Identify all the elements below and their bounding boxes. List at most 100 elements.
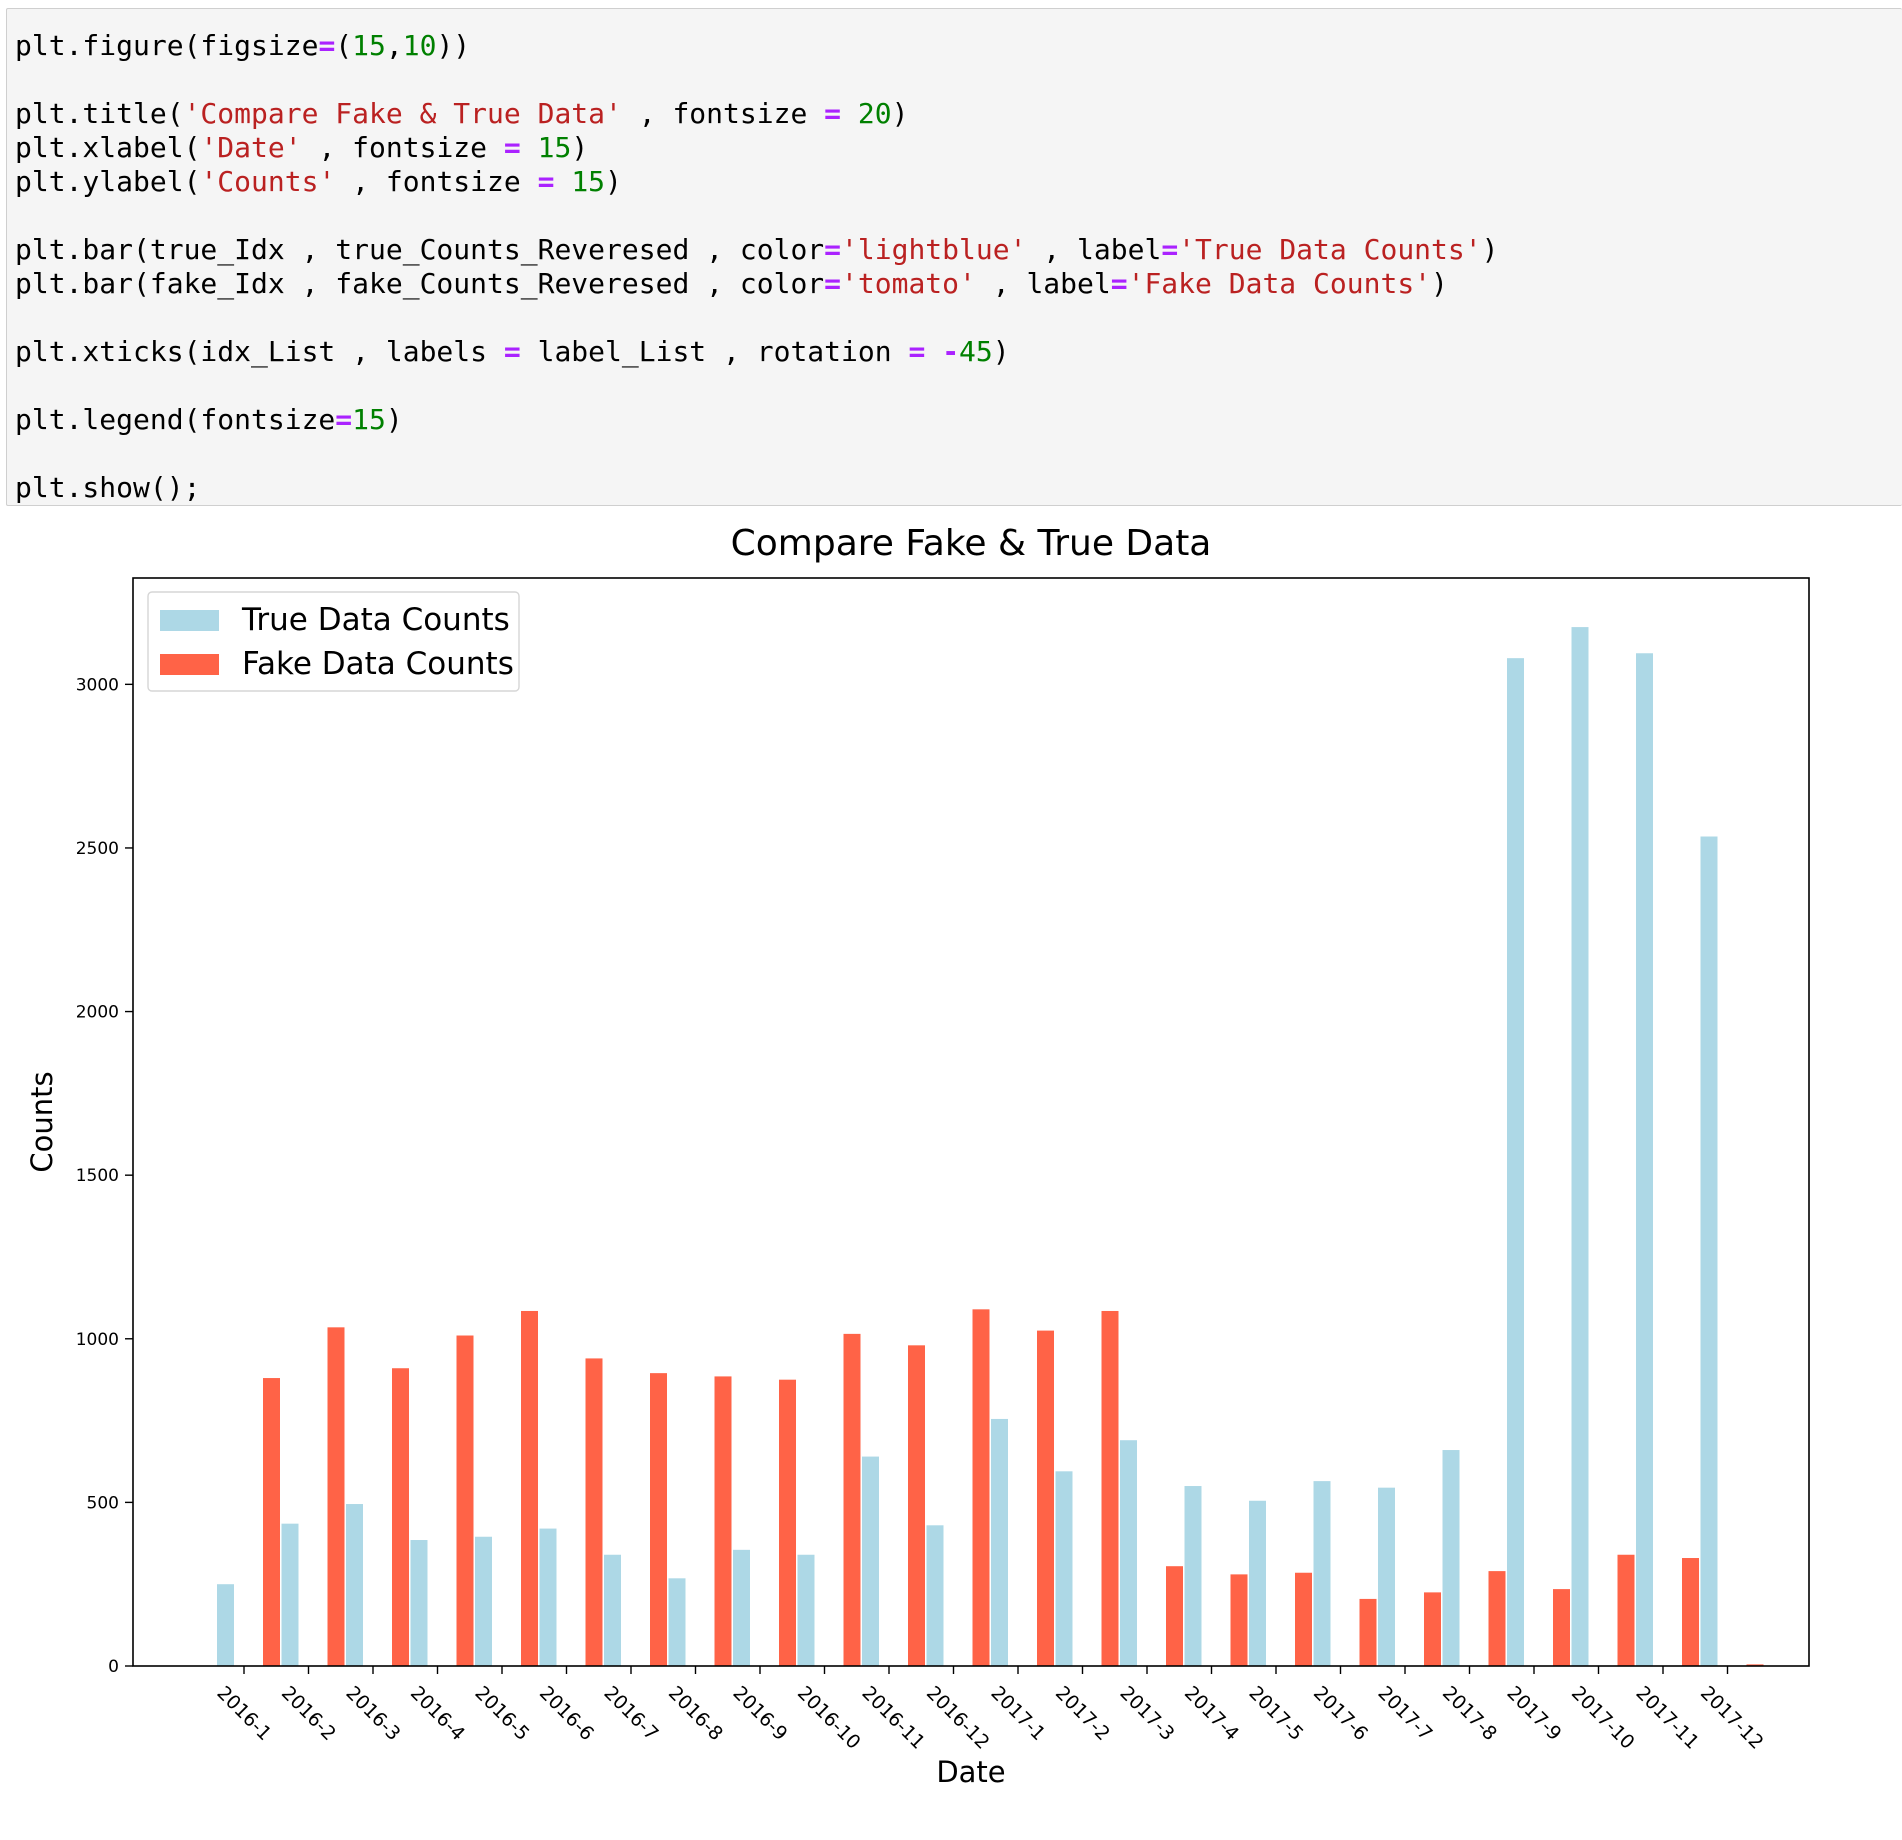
code-token: plt.xlabel( — [15, 131, 201, 164]
bar-true-2016-12 — [926, 1525, 944, 1666]
code-token: 10 — [402, 29, 437, 62]
code-token: ) — [571, 131, 589, 164]
bar-fake-2016-6 — [585, 1358, 603, 1666]
bar-fake-2016-3 — [392, 1368, 409, 1666]
bar-fake-2017-9 — [1553, 1589, 1570, 1666]
code-token — [841, 97, 858, 130]
code-token: = — [503, 335, 521, 368]
bar-fake-2017-12 — [1746, 1664, 1764, 1666]
code-token: plt.bar(true_Idx , true_Counts_Reveresed… — [15, 233, 825, 266]
bar-fake-2016-9 — [779, 1379, 796, 1666]
bar-true-2017-9 — [1507, 658, 1524, 1666]
legend-label-1: Fake Data Counts — [242, 646, 514, 682]
bar-fake-2016-8 — [714, 1376, 732, 1666]
code-token: , — [385, 29, 403, 62]
x-tick-label-2016-6: 2016-6 — [535, 1682, 598, 1745]
plot-frame — [132, 577, 1810, 1667]
code-token: ) — [992, 335, 1010, 368]
bar-true-2016-10 — [797, 1554, 815, 1666]
code-token: 'Compare Fake & True Data' — [183, 97, 622, 130]
code-token: , label — [1026, 233, 1162, 266]
x-tick-label-2017-9: 2017-9 — [1502, 1682, 1565, 1745]
x-tick-label-2017-3: 2017-3 — [1115, 1682, 1178, 1745]
x-tick-label-2017-7: 2017-7 — [1373, 1682, 1436, 1745]
bar-true-2017-8 — [1442, 1450, 1460, 1666]
bar-true-2017-11 — [1636, 653, 1653, 1666]
bar-fake-2017-2 — [1101, 1310, 1119, 1666]
bar-true-2016-6 — [539, 1528, 557, 1666]
code-token: plt.show(); — [15, 471, 201, 504]
chart-title: Compare Fake & True Data — [731, 523, 1212, 564]
bar-true-2017-7 — [1378, 1487, 1395, 1666]
bar-fake-2017-5 — [1295, 1572, 1312, 1666]
code-block[interactable]: plt.figure(figsize=(15,10)) plt.title('Co… — [15, 29, 1498, 505]
x-tick-label-2017-12: 2017-12 — [1696, 1682, 1768, 1754]
y-tick-label-2500: 2500 — [76, 839, 119, 859]
code-token: = — [503, 131, 521, 164]
bar-fake-2017-3 — [1166, 1566, 1183, 1666]
code-token: = — [908, 335, 926, 368]
bar-true-2017-12 — [1700, 836, 1718, 1666]
code-token: 'True Data Counts' — [1178, 233, 1482, 266]
bar-fake-2017-4 — [1230, 1574, 1248, 1666]
code-line: plt.figure(figsize=(15,10)) — [15, 29, 1498, 63]
y-tick-label-1000: 1000 — [76, 1330, 119, 1350]
x-axis-label: Date — [936, 1755, 1005, 1789]
bar-fake-2017-11 — [1682, 1558, 1699, 1666]
code-token — [521, 131, 538, 164]
code-token: 20 — [857, 97, 892, 130]
code-token: , label — [975, 267, 1111, 300]
code-line: plt.xlabel('Date' , fontsize = 15) — [15, 131, 1498, 165]
code-cell[interactable]: plt.figure(figsize=(15,10)) plt.title('Co… — [6, 8, 1902, 506]
code-token: 'tomato' — [841, 267, 976, 300]
code-token: 'Fake Data Counts' — [1127, 267, 1432, 300]
code-line: plt.show(); — [15, 471, 1498, 505]
bar-fake-2016-11 — [908, 1345, 925, 1666]
bar-true-2016-11 — [862, 1456, 879, 1666]
code-token — [554, 165, 571, 198]
legend-label-0: True Data Counts — [241, 602, 510, 638]
bar-fake-2017-8 — [1488, 1571, 1506, 1666]
y-tick-label-2000: 2000 — [76, 1003, 119, 1023]
bar-true-2016-3 — [346, 1504, 363, 1666]
x-tick-label-2017-8: 2017-8 — [1438, 1682, 1501, 1745]
bar-fake-2016-10 — [843, 1333, 861, 1666]
code-token: 'lightblue' — [841, 233, 1027, 266]
x-tick-label-2016-11: 2016-11 — [857, 1682, 929, 1754]
code-token: , fontsize — [301, 131, 504, 164]
x-tick-label-2016-12: 2016-12 — [922, 1682, 994, 1754]
code-token: = — [1110, 267, 1128, 300]
x-tick-label-2016-5: 2016-5 — [470, 1682, 533, 1745]
bar-fake-2017-6 — [1359, 1598, 1377, 1666]
x-tick-label-2016-7: 2016-7 — [599, 1682, 662, 1745]
code-token: = — [335, 403, 353, 436]
code-token: plt.legend(fontsize — [15, 403, 336, 436]
x-tick-label-2017-2: 2017-2 — [1051, 1682, 1114, 1745]
bar-true-2017-3 — [1120, 1440, 1137, 1666]
bar-fake-2017-10 — [1617, 1554, 1635, 1666]
code-token: ( — [335, 29, 353, 62]
code-token: - — [942, 335, 960, 368]
code-token: ) — [891, 97, 909, 130]
code-token: )) — [436, 29, 471, 62]
y-tick-label-0: 0 — [108, 1657, 119, 1677]
code-token: 'Date' — [200, 131, 302, 164]
code-line — [15, 369, 1498, 403]
code-token: 15 — [571, 165, 606, 198]
bar-fake-2016-5 — [521, 1310, 538, 1666]
x-tick-label-2017-5: 2017-5 — [1244, 1682, 1307, 1745]
y-tick-label-1500: 1500 — [76, 1166, 119, 1186]
y-axis-label: Counts — [25, 1071, 59, 1172]
bar-fake-2016-2 — [327, 1327, 345, 1666]
code-line: plt.legend(fontsize=15) — [15, 403, 1498, 437]
code-line — [15, 437, 1498, 471]
bar-fake-2017-1 — [1037, 1330, 1054, 1666]
x-tick-label-2016-8: 2016-8 — [664, 1682, 727, 1745]
code-token: = — [537, 165, 555, 198]
legend-swatch-0 — [160, 610, 219, 631]
bar-fake-2016-12 — [972, 1309, 990, 1666]
legend-box — [147, 591, 520, 692]
code-token: ) — [385, 403, 403, 436]
code-token: = — [1161, 233, 1179, 266]
